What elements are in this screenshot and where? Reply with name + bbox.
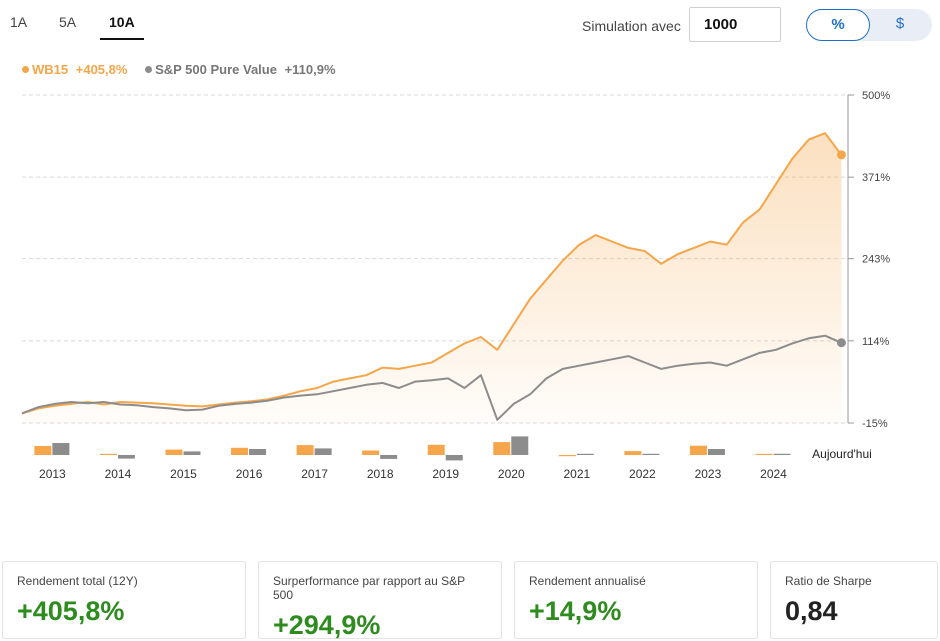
sp500-series-line bbox=[21, 334, 842, 421]
card-total-return-value: +405,8% bbox=[17, 596, 125, 626]
card-annualized-return-label: Rendement annualisé bbox=[529, 574, 646, 588]
year-label: 2019 bbox=[432, 467, 459, 481]
y-tick-label: -15% bbox=[862, 418, 888, 430]
year-label: 2015 bbox=[170, 467, 197, 481]
tab-10a[interactable]: 10A bbox=[100, 14, 144, 40]
chart-legend: WB15 +405,8% S&P 500 Pure Value +110,9% bbox=[22, 62, 336, 77]
dollar-toggle-button[interactable]: $ bbox=[895, 15, 905, 32]
sp500-annual-bar bbox=[707, 449, 725, 455]
legend-sp500-name: S&P 500 Pure Value bbox=[155, 62, 277, 77]
sp500-annual-bar bbox=[445, 455, 463, 461]
today-label: Aujourd'hui bbox=[812, 447, 872, 461]
legend-wb15-value: +405,8% bbox=[75, 62, 128, 77]
card-sharpe-ratio-value: 0,84 bbox=[785, 596, 838, 626]
wb15-dot-icon bbox=[22, 66, 29, 73]
wb15-annual-bar bbox=[427, 444, 445, 455]
simulation-label: Simulation avec bbox=[582, 18, 681, 34]
wb15-annual-bar bbox=[231, 447, 249, 455]
wb15-annual-bar bbox=[558, 455, 576, 457]
card-total-return-label: Rendement total (12Y) bbox=[17, 574, 138, 588]
year-label: 2024 bbox=[760, 467, 787, 481]
sp500-endpoint bbox=[836, 338, 846, 348]
wb15-annual-bar bbox=[493, 442, 511, 455]
wb15-annual-bar bbox=[165, 449, 183, 455]
y-tick-label: 243% bbox=[862, 254, 890, 266]
y-tick-label: 371% bbox=[862, 172, 890, 184]
tab-1a[interactable]: 1A bbox=[10, 14, 28, 30]
performance-chart: 500% 371% 243% 114% -15% 2013 2014 2015 2016 201… bbox=[21, 90, 890, 481]
wb15-annual-bar bbox=[362, 450, 380, 455]
wb15-annual-bar bbox=[755, 453, 773, 455]
year-label: 2018 bbox=[367, 467, 394, 481]
sp500-annual-bar bbox=[117, 455, 135, 459]
year-label: 2016 bbox=[236, 467, 263, 481]
wb15-annual-bar bbox=[296, 445, 314, 455]
card-annualized-return: Rendement annualisé +14,9% bbox=[514, 561, 758, 639]
wb15-area bbox=[22, 133, 842, 423]
sp500-annual-bar bbox=[380, 455, 398, 459]
sp500-annual-bar bbox=[52, 443, 70, 455]
year-label: 2013 bbox=[39, 467, 66, 481]
card-sharpe-ratio-label: Ratio de Sharpe bbox=[785, 574, 872, 588]
wb15-series-line bbox=[21, 132, 843, 415]
year-label: 2017 bbox=[301, 467, 328, 481]
sp500-annual-bar bbox=[642, 453, 660, 455]
card-outperformance: Surperformance par rapport au S&P 500 +2… bbox=[258, 561, 502, 640]
card-total-return: Rendement total (12Y) +405,8% bbox=[2, 561, 246, 639]
sp500-dot-icon bbox=[145, 66, 153, 73]
y-tick-label: 500% bbox=[862, 90, 890, 102]
y-tick-label: 114% bbox=[862, 336, 890, 348]
sp500-annual-bar bbox=[183, 451, 201, 455]
card-outperformance-value: +294,9% bbox=[273, 610, 381, 640]
wb15-annual-bar bbox=[34, 446, 52, 455]
card-outperformance-label: Surperformance par rapport au S&P 500 bbox=[273, 574, 465, 602]
sp500-annual-bar bbox=[773, 453, 791, 455]
card-sharpe-ratio: Ratio de Sharpe 0,84 bbox=[770, 561, 938, 639]
wb15-annual-bar bbox=[99, 453, 117, 455]
year-label: 2022 bbox=[629, 467, 656, 481]
card-annualized-return-value: +14,9% bbox=[529, 596, 622, 626]
sp500-annual-bar bbox=[576, 453, 594, 455]
simulation-amount-input[interactable] bbox=[689, 7, 781, 42]
wb15-annual-bar bbox=[624, 451, 642, 455]
legend-wb15-name: WB15 bbox=[32, 62, 69, 77]
sp500-annual-bar bbox=[511, 436, 529, 455]
year-label: 2014 bbox=[105, 467, 132, 481]
year-label: 2020 bbox=[498, 467, 525, 481]
wb15-annual-bar bbox=[689, 445, 707, 455]
tab-5a[interactable]: 5A bbox=[59, 14, 77, 30]
wb15-endpoint bbox=[836, 150, 846, 160]
sp500-annual-bar bbox=[314, 448, 332, 455]
year-label: 2021 bbox=[563, 467, 590, 481]
legend-sp500-value: +110,9% bbox=[284, 62, 336, 77]
year-label: 2023 bbox=[695, 467, 722, 481]
sp500-annual-bar bbox=[249, 449, 267, 455]
percent-toggle-button[interactable]: % bbox=[806, 9, 870, 41]
unit-toggle: % $ bbox=[806, 9, 932, 41]
